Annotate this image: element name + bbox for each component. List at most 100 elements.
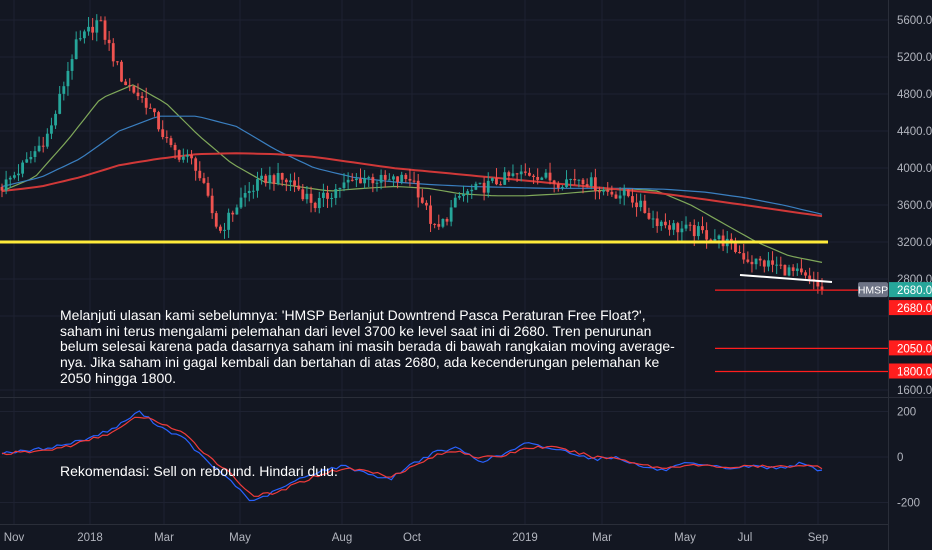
candle-body (441, 218, 445, 227)
candle-body (29, 156, 33, 160)
candle-body (396, 176, 399, 182)
candle-body (536, 176, 540, 180)
candle-body (511, 173, 515, 176)
time-tick-label: Jul (738, 532, 753, 544)
candle-body (148, 107, 152, 109)
candle-body (750, 261, 754, 265)
candle-body (231, 212, 235, 215)
candle-body (371, 177, 375, 184)
candle-body (404, 174, 408, 179)
candle-body (62, 86, 66, 94)
candle-body (375, 182, 379, 184)
candle-body (144, 97, 148, 108)
candle-body (17, 173, 20, 176)
candle-body (383, 174, 387, 180)
candle-body (767, 260, 770, 267)
candle-body (165, 137, 169, 139)
candle-body (762, 260, 766, 267)
candle-body (746, 259, 750, 262)
candle-body (210, 195, 214, 214)
candle-body (58, 93, 62, 114)
candle-body (783, 264, 787, 276)
moving-averages (1, 84, 823, 263)
candle-body (561, 187, 564, 189)
candle-body (74, 39, 78, 60)
candle-body (350, 179, 354, 181)
candle-body (272, 175, 276, 184)
candle-body (363, 177, 367, 184)
candle-body (37, 145, 41, 152)
candle-body (256, 179, 259, 191)
candle-body (639, 200, 643, 208)
time-tick-label: Aug (332, 532, 352, 544)
candle-body (21, 162, 25, 174)
candle-body (795, 268, 799, 271)
candle-body (425, 202, 428, 206)
time-tick-label: Nov (4, 532, 25, 544)
candle-body (532, 175, 535, 177)
candle-body (408, 178, 412, 181)
candle-body (799, 268, 803, 273)
candle-body (128, 85, 132, 87)
candle-body (610, 191, 614, 195)
candle-body (589, 177, 593, 187)
candle-body (676, 223, 680, 233)
candle-body (771, 260, 774, 265)
time-tick-label: Oct (403, 532, 422, 544)
candle-body (87, 26, 90, 32)
candle-body (709, 239, 713, 241)
candle-body (499, 184, 502, 186)
candle-body (569, 178, 573, 180)
candle-body (659, 221, 663, 227)
candle-body (573, 178, 577, 181)
candle-body (598, 191, 601, 193)
candle-body (478, 182, 482, 184)
candle-body (779, 264, 783, 266)
candle-body (91, 26, 95, 33)
price-tick-label: 4800.0 (897, 89, 932, 101)
candle-body (437, 224, 441, 227)
candle-body (754, 258, 758, 265)
candle-body (293, 180, 296, 186)
candle-body (132, 86, 136, 93)
candle-body (495, 178, 498, 185)
oscillator-tick-label: 0 (897, 452, 903, 464)
candle-body (791, 267, 795, 271)
moving-average-line (1, 115, 823, 215)
current-price-badge (889, 282, 932, 298)
candle-body (169, 138, 173, 145)
candle-body (738, 251, 741, 254)
candle-body (202, 178, 206, 183)
price-axis[interactable]: 5600.0 5200.0 4800.0 4400.0 4000.0 3600.0 3200… (897, 15, 932, 510)
candle-body (214, 213, 218, 227)
candle-body (41, 145, 45, 147)
time-tick-label: Mar (592, 532, 612, 544)
candle-body (684, 224, 688, 229)
time-axis[interactable]: Nov 2018 Mar May Aug Oct 2019 Mar May Jul Sep (4, 532, 828, 544)
time-tick-label: 2018 (77, 532, 103, 544)
moving-average-line (1, 84, 823, 263)
candle-body (223, 229, 226, 231)
candle-body (729, 238, 733, 241)
candle-body (153, 108, 156, 113)
candle-body (519, 171, 523, 175)
candle-body (251, 190, 255, 192)
candle-body (647, 212, 651, 219)
candle-body (50, 125, 53, 134)
candle-body (297, 185, 301, 190)
candle-body (173, 144, 177, 151)
candle-body (103, 20, 107, 40)
candle-body (239, 197, 243, 208)
candle-body (70, 59, 74, 71)
price-tick-label: 1600.0 (897, 385, 932, 397)
time-tick-label: May (674, 532, 696, 544)
candle-body (66, 70, 70, 87)
candle-body (593, 177, 597, 192)
candle-body (186, 155, 189, 157)
candle-body (585, 184, 589, 187)
candle-body (367, 177, 371, 179)
candle-body (457, 196, 461, 198)
candle-body (8, 177, 12, 180)
candle-body (626, 189, 630, 197)
